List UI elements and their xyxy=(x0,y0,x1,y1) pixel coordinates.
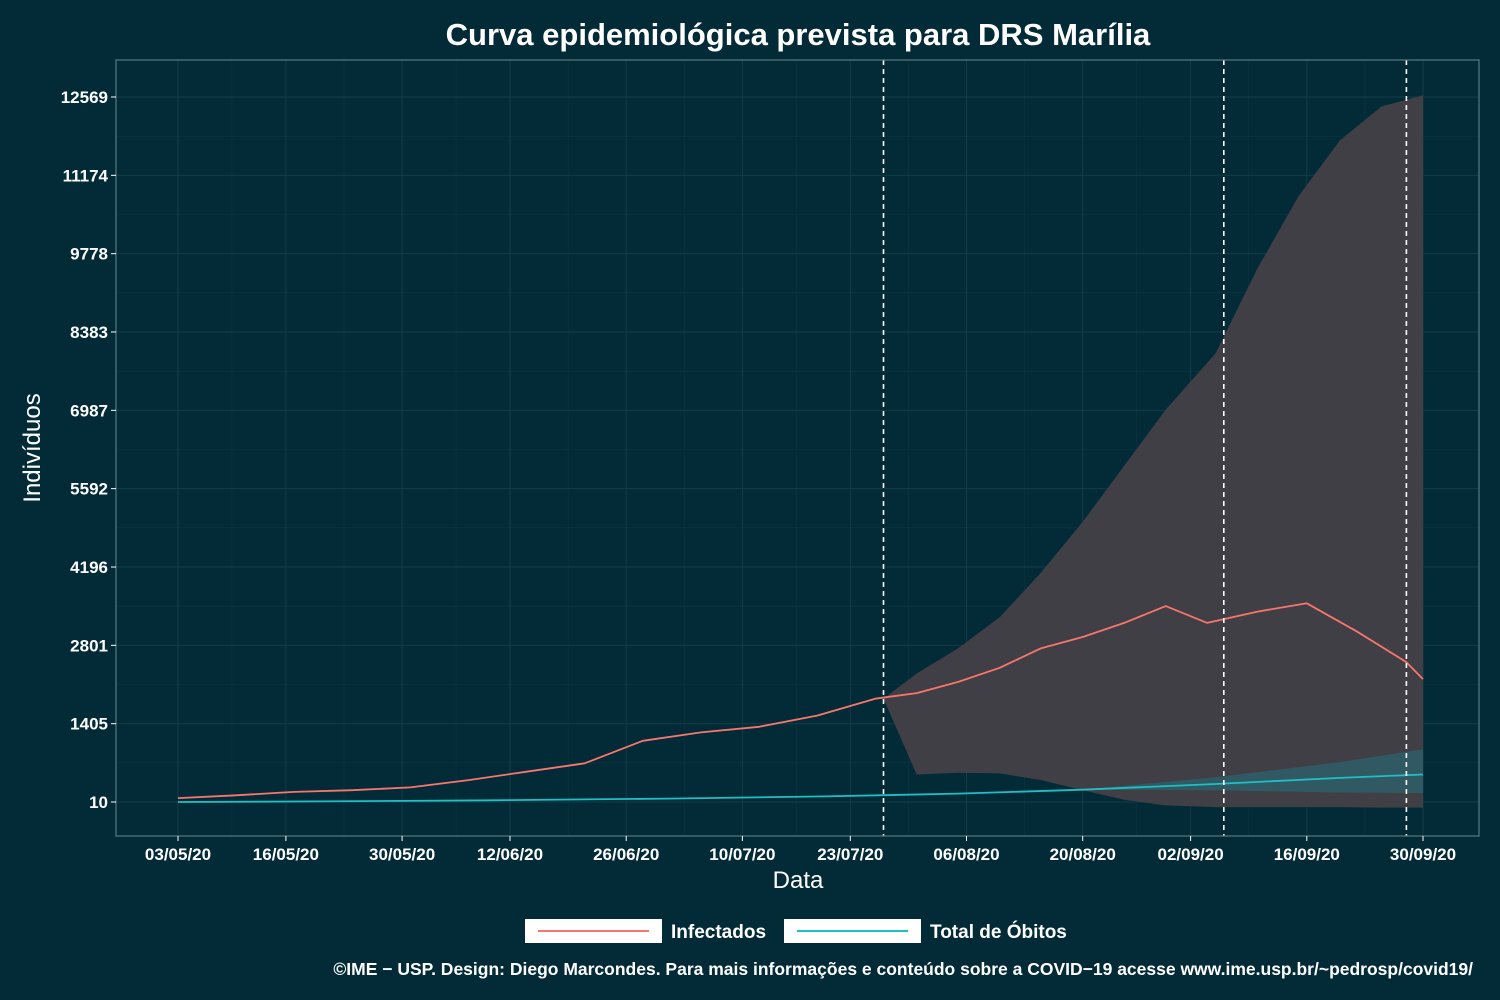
series-line-obitos xyxy=(177,773,1424,803)
y-tick-label: 5592 xyxy=(70,480,108,499)
x-tick-label: 23/07/20 xyxy=(817,845,883,864)
x-tick-label: 30/05/20 xyxy=(369,845,435,864)
y-tick-label: 9778 xyxy=(70,245,108,264)
y-tick-label: 11174 xyxy=(63,166,109,185)
series-line-infectados xyxy=(177,602,1424,799)
y-tick-label: 10 xyxy=(89,793,108,812)
x-axis-title: Data xyxy=(773,867,824,894)
x-tick-label: 26/06/20 xyxy=(593,845,659,864)
x-tick-label: 20/08/20 xyxy=(1050,845,1116,864)
band-obitos xyxy=(1082,749,1423,793)
x-tick-label: 16/09/20 xyxy=(1274,845,1340,864)
legend-label-obitos: Total de Óbitos xyxy=(930,921,1067,943)
x-tick-label: 02/09/20 xyxy=(1158,845,1224,864)
y-tick-label: 8383 xyxy=(70,323,108,342)
forecast-markers xyxy=(882,60,1408,836)
y-tick-label: 1405 xyxy=(70,715,108,734)
x-axis-ticks: 03/05/20 16/05/20 30/05/20 12/06/20 26/06/20… xyxy=(145,836,1456,864)
x-tick-label: 12/06/20 xyxy=(477,845,543,864)
band-infectados xyxy=(883,95,1423,808)
plot-frame xyxy=(115,59,1480,837)
x-tick-label: 06/08/20 xyxy=(933,845,999,864)
confidence-bands xyxy=(883,95,1423,808)
y-tick-label: 2801 xyxy=(70,636,108,655)
chart-title: Curva epidemiológica prevista para DRS M… xyxy=(446,17,1151,52)
x-tick-label: 10/07/20 xyxy=(709,845,775,864)
x-tick-label: 16/05/20 xyxy=(253,845,319,864)
y-tick-label: 12569 xyxy=(61,88,108,107)
footer-credit: ©IME − USP. Design: Diego Marcondes. Par… xyxy=(333,959,1473,979)
y-axis-title: Indivíduos xyxy=(19,393,46,502)
legend-label-infectados: Infectados xyxy=(671,922,766,943)
y-tick-label: 4196 xyxy=(70,558,108,577)
x-tick-label: 03/05/20 xyxy=(145,845,211,864)
y-tick-label: 6987 xyxy=(70,401,108,420)
y-axis-ticks: 10 1405 2801 4196 5592 6987 8383 9778 11174 12569 xyxy=(61,88,116,812)
x-tick-label: 30/09/20 xyxy=(1390,845,1456,864)
series-lines xyxy=(177,602,1424,803)
legend: Infectados Total de Óbitos xyxy=(525,919,1067,943)
